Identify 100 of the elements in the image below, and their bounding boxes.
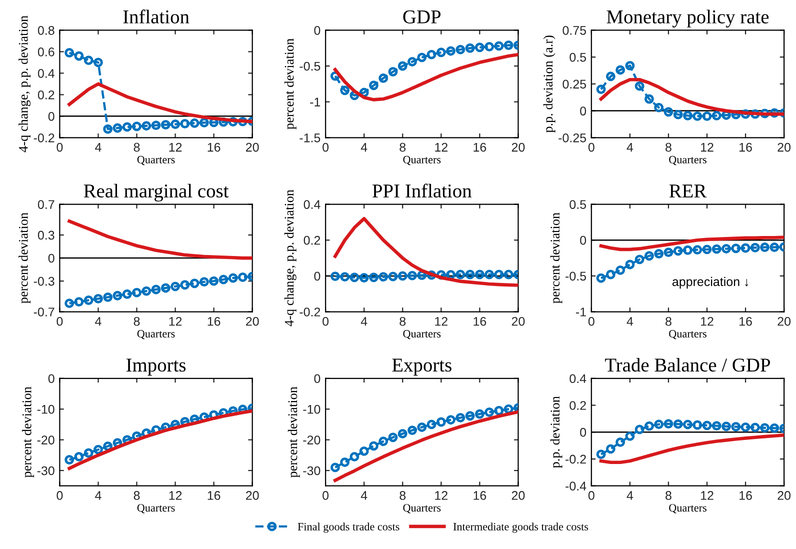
- y-tick-label: -0.7: [34, 308, 54, 316]
- x-axis-title: Quarters: [137, 156, 175, 166]
- x-tick-label: 4: [95, 317, 102, 326]
- x-tick-label: 8: [666, 491, 672, 500]
- point: [218, 274, 228, 284]
- y-axis-title: p.p. deviation (a.r): [543, 36, 556, 133]
- x-tick-label: 20: [512, 316, 525, 326]
- point: [74, 452, 84, 462]
- point: [74, 51, 84, 61]
- y-tick-label: 0.2: [570, 401, 586, 410]
- point: [408, 56, 417, 66]
- point: [712, 244, 722, 254]
- x-tick-label: 8: [666, 316, 672, 326]
- chart-title: PPI Inflation: [372, 184, 472, 198]
- point: [673, 110, 683, 120]
- point: [160, 120, 170, 130]
- y-tick-label: 0: [580, 236, 586, 245]
- x-axis-title: Quarters: [669, 330, 706, 340]
- point: [132, 288, 142, 298]
- point: [417, 52, 427, 62]
- point: [712, 110, 722, 120]
- point: [64, 298, 74, 308]
- point: [398, 61, 408, 71]
- point: [722, 244, 731, 254]
- chart-title: Monetary policy rate: [606, 10, 769, 28]
- y-tick-label: 0: [580, 428, 586, 437]
- y-tick-label: 0.4: [304, 200, 320, 209]
- point: [750, 242, 760, 252]
- point: [160, 283, 170, 293]
- point: [484, 407, 494, 417]
- point: [625, 431, 635, 441]
- point: [644, 94, 654, 104]
- x-tick-label: 20: [246, 491, 259, 500]
- y-axis-title: percent deviation: [550, 212, 562, 304]
- point: [673, 246, 683, 256]
- x-tick-label: 0: [322, 316, 329, 326]
- y-tick-label: 0.4: [38, 68, 54, 78]
- point: [142, 121, 152, 131]
- point: [731, 244, 741, 254]
- point: [122, 289, 132, 299]
- line-series: [68, 220, 252, 260]
- point: [151, 284, 161, 294]
- y-tick-label: 0: [48, 254, 54, 263]
- y-tick-label: -1.5: [300, 134, 320, 142]
- x-tick-label: 0: [56, 316, 63, 326]
- y-tick-label: 0.6: [38, 47, 54, 56]
- point: [644, 421, 654, 431]
- point: [368, 80, 378, 90]
- y-tick-label: -0.4: [566, 482, 586, 491]
- y-tick-label: -0.2: [34, 133, 54, 142]
- point: [484, 42, 494, 52]
- point: [74, 297, 84, 307]
- point: [122, 122, 132, 132]
- y-tick-label: 0.7: [38, 200, 54, 209]
- point: [64, 455, 74, 464]
- y-axis-title: percent deviation: [288, 386, 300, 478]
- point: [634, 254, 644, 264]
- point: [625, 60, 635, 70]
- point: [683, 110, 692, 120]
- point: [606, 72, 616, 82]
- point: [722, 422, 731, 432]
- x-tick-label: 0: [322, 142, 329, 152]
- y-axis-title: percent deviation: [284, 38, 296, 130]
- point: [209, 276, 219, 286]
- x-tick-label: 12: [701, 491, 714, 500]
- point: [616, 265, 626, 275]
- y-axis-title: 4-q change, p.p. deviation: [18, 16, 31, 152]
- point: [228, 273, 238, 283]
- point: [692, 420, 702, 430]
- point: [465, 43, 475, 53]
- point: [712, 421, 722, 431]
- y-tick-label: 0: [314, 374, 320, 384]
- y-tick-label: 0.3: [38, 230, 54, 240]
- point: [84, 296, 94, 305]
- x-tick-label: 8: [134, 491, 140, 500]
- point: [398, 428, 408, 438]
- y-tick-label: 0: [314, 26, 320, 35]
- point: [84, 56, 94, 66]
- y-tick-label: -10: [303, 404, 320, 414]
- line-series: [334, 52, 518, 102]
- point: [634, 424, 644, 434]
- annotation: appreciation ↓: [672, 276, 748, 289]
- x-tick-label: 20: [778, 316, 791, 326]
- legend-label: Final goods trade costs: [298, 522, 400, 533]
- x-tick-label: 20: [512, 491, 525, 500]
- point: [596, 84, 606, 94]
- point: [388, 67, 398, 76]
- point: [504, 40, 514, 50]
- point: [625, 260, 635, 270]
- x-tick-label: 8: [134, 316, 140, 326]
- x-tick-label: 16: [740, 316, 752, 326]
- y-axis-title: 4-q change, p.p. deviation: [284, 190, 296, 326]
- point: [494, 41, 504, 51]
- point: [654, 102, 664, 112]
- point: [770, 242, 780, 252]
- point: [465, 411, 475, 421]
- x-tick-label: 20: [778, 142, 791, 152]
- point: [644, 251, 654, 261]
- point: [436, 48, 446, 58]
- x-tick-label: 12: [169, 491, 182, 500]
